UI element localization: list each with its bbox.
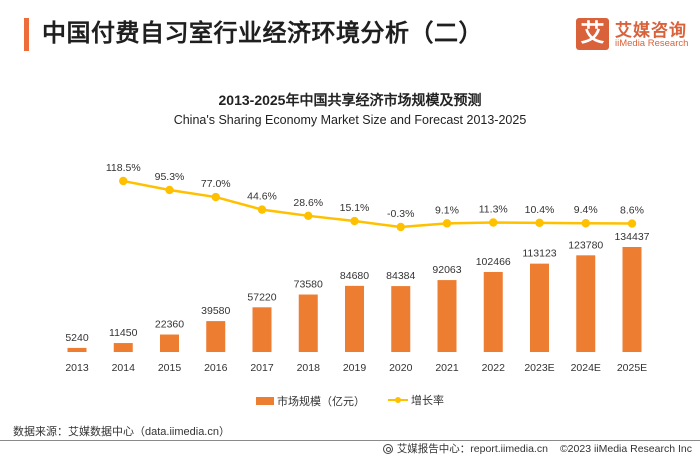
x-tick-label: 2016 <box>204 362 228 374</box>
bar-value-label: 113123 <box>522 248 556 260</box>
bar-2024E <box>576 255 596 352</box>
data-source: 数据来源：艾媒数据中心（data.iimedia.cn） <box>13 426 230 438</box>
bar-2013 <box>67 347 87 352</box>
bar-value-label: 5240 <box>65 332 89 344</box>
legend-line-swatch-icon <box>388 395 409 405</box>
bar-2015 <box>160 334 179 352</box>
growth-value-label: 9.1% <box>435 204 459 216</box>
bar-2025E <box>622 247 642 352</box>
iimedia-logo: 艾 艾媒咨询 iiMedia Research <box>576 18 696 52</box>
growth-point-2020 <box>396 222 405 232</box>
x-tick-label: 2024E <box>571 362 601 374</box>
footer-report-center[interactable]: 艾媒报告中心：report.iimedia.cn <box>396 443 548 455</box>
footer: 艾媒报告中心：report.iimedia.cn ©2023 iiMedia R… <box>382 441 692 456</box>
x-tick-label: 2023E <box>524 362 554 374</box>
bar-value-label: 11450 <box>109 327 138 339</box>
bar-value-label: 22360 <box>155 319 184 331</box>
growth-point-2023E <box>535 218 544 228</box>
bar-2021 <box>437 280 457 352</box>
x-tick-label: 2022 <box>482 362 506 374</box>
bar-value-label: 102466 <box>476 256 511 268</box>
bar-2018 <box>298 294 318 352</box>
growth-value-label: 28.6% <box>293 197 323 209</box>
bar-2022 <box>483 271 503 352</box>
growth-value-label: 44.6% <box>247 191 277 203</box>
growth-value-label: 95.3% <box>155 171 185 183</box>
title-accent-bar <box>24 18 29 51</box>
legend-label-growth-rate: 增长率 <box>411 395 445 407</box>
bar-value-label: 134437 <box>614 231 649 243</box>
logo-name-en: iiMedia Research <box>615 38 689 49</box>
growth-point-2017 <box>257 205 267 214</box>
growth-point-2022 <box>489 218 498 227</box>
growth-point-2015 <box>165 185 174 195</box>
growth-value-label: -0.3% <box>387 208 414 220</box>
x-tick-label: 2015 <box>158 362 182 374</box>
growth-point-2025E <box>627 219 637 228</box>
growth-point-2016 <box>211 192 220 202</box>
growth-point-2019 <box>350 216 359 226</box>
report-center-icon <box>382 443 393 454</box>
legend-item-market-size: 市场规模（亿元） <box>255 393 365 409</box>
bar-2017 <box>252 307 272 352</box>
bar-value-label: 73580 <box>294 279 323 291</box>
bar-value-label: 84384 <box>386 270 415 282</box>
bar-value-label: 57220 <box>247 291 276 303</box>
x-tick-label: 2025E <box>617 362 647 374</box>
growth-value-label: 77.0% <box>201 178 231 190</box>
growth-value-label: 15.1% <box>340 202 370 214</box>
x-tick-label: 2019 <box>343 362 367 374</box>
bar-2019 <box>345 285 364 352</box>
growth-value-label: 11.3% <box>479 204 508 216</box>
growth-value-label: 8.6% <box>620 205 644 217</box>
bar-2016 <box>206 321 226 352</box>
x-tick-label: 2021 <box>435 362 459 374</box>
bar-value-label: 123780 <box>568 239 603 251</box>
growth-point-2018 <box>304 211 313 221</box>
growth-value-label: 10.4% <box>525 204 555 216</box>
bar-value-label: 92063 <box>432 264 461 276</box>
x-tick-label: 2020 <box>389 362 413 374</box>
growth-point-2024E <box>581 219 590 228</box>
chart-legend: 市场规模（亿元） 增长率 <box>0 392 700 409</box>
growth-point-2014 <box>119 176 128 186</box>
x-tick-label: 2014 <box>112 362 136 374</box>
bar-value-label: 84680 <box>340 270 369 282</box>
growth-value-label: 118.5% <box>106 162 141 174</box>
footer-copyright: ©2023 iiMedia Research Inc <box>559 442 692 455</box>
bar-2023E <box>530 263 549 352</box>
growth-value-label: 9.4% <box>574 204 598 216</box>
legend-item-growth-rate: 增长率 <box>388 392 444 408</box>
logo-name-cn: 艾媒咨询 <box>615 21 687 40</box>
chart-subtitle: China's Sharing Economy Market Size and … <box>173 113 527 127</box>
chart-title: 2013-2025年中国共享经济市场规模及预测 <box>218 92 482 108</box>
bar-2014 <box>113 343 133 352</box>
legend-bar-swatch-icon <box>255 397 274 405</box>
logo-icon: 艾 <box>576 18 609 50</box>
footer-divider <box>0 440 700 441</box>
bar-value-label: 39580 <box>201 305 230 317</box>
x-tick-label: 2018 <box>297 362 321 374</box>
growth-rate-line <box>123 179 633 229</box>
bar-2020 <box>391 286 411 352</box>
x-tick-label: 2013 <box>65 362 89 374</box>
growth-point-2021 <box>442 219 452 228</box>
x-tick-label: 2017 <box>250 362 274 374</box>
page-title: 中国付费自习室行业经济环境分析（二） <box>42 20 483 47</box>
legend-label-market-size: 市场规模（亿元） <box>276 396 365 408</box>
